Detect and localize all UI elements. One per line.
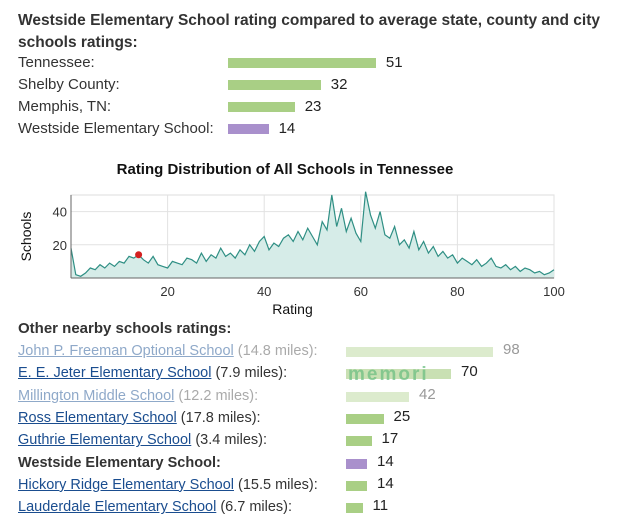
nearby-value: 98 — [503, 341, 520, 358]
nearby-row: Westside Elementary School: — [18, 452, 221, 474]
comparison-bar — [228, 80, 321, 90]
chart-title: Rating Distribution of All Schools in Te… — [116, 161, 454, 178]
nearby-bar — [346, 347, 493, 357]
nearby-distance: (6.7 miles): — [220, 499, 293, 516]
nearby-bar — [346, 369, 451, 380]
nearby-distance: (14.8 miles): — [237, 343, 318, 359]
highlight-point — [135, 251, 143, 259]
nearby-value: 42 — [419, 385, 436, 403]
current-school-label: Westside Elementary School: — [18, 454, 221, 471]
y-tick-label: 40 — [53, 205, 67, 220]
nearby-school-link[interactable]: Millington Middle School — [18, 387, 175, 404]
nearby-title: Other nearby schools ratings: — [18, 320, 232, 337]
x-tick-label: 20 — [160, 284, 174, 299]
nearby-row: Ross Elementary School (17.8 miles): — [18, 407, 261, 429]
comparison-row: Westside Elementary School: 14 — [18, 118, 618, 140]
nearby-bar — [346, 503, 363, 514]
nearby-distance: (7.9 miles): — [215, 365, 288, 382]
x-axis-label: Rating — [272, 301, 312, 317]
comparison-label: Shelby County: — [18, 76, 120, 93]
comparison-label: Tennessee: — [18, 54, 95, 71]
nearby-bar — [346, 413, 384, 424]
x-tick-label: 80 — [450, 284, 464, 299]
area-line — [70, 191, 555, 277]
watermark: memori — [348, 364, 429, 385]
comparison-value: 51 — [385, 54, 403, 71]
nearby-distance: (12.2 miles): — [178, 387, 259, 404]
nearby-bar — [346, 480, 367, 491]
y-axis-label: Schools — [18, 212, 34, 262]
comparison-label: Westside Elementary School: — [18, 120, 214, 137]
comparison-label: Memphis, TN: — [18, 98, 112, 115]
comparison-title: Westside Elementary School rating compar… — [18, 12, 600, 51]
nearby-distance: (3.4 miles): — [195, 432, 268, 449]
nearby-bar — [346, 436, 372, 447]
nearby-value: 14 — [377, 474, 394, 492]
nearby-distance: (17.8 miles): — [180, 409, 261, 426]
x-tick-label: 60 — [354, 284, 368, 299]
nearby-row: Guthrie Elementary School (3.4 miles): — [18, 429, 267, 451]
nearby-school-link[interactable]: John P. Freeman Optional School — [18, 343, 234, 359]
comparison-row: Memphis, TN: 23 — [18, 96, 618, 118]
nearby-school-link[interactable]: Lauderdale Elementary School — [18, 499, 217, 516]
comparison-value: 23 — [304, 98, 322, 115]
nearby-bar — [346, 458, 367, 469]
comparison-value: 32 — [330, 76, 348, 93]
comparison-bar — [228, 124, 269, 134]
nearby-school-link[interactable]: E. E. Jeter Elementary School — [18, 365, 212, 382]
comparison-row: Shelby County: 32 — [18, 74, 618, 96]
nearby-school-link[interactable]: Hickory Ridge Elementary School — [18, 476, 234, 493]
area-fill — [71, 191, 554, 278]
comparison-bar — [228, 102, 295, 112]
chart-area-series — [70, 191, 555, 278]
nearby-value: 17 — [381, 430, 399, 448]
comparison-value: 14 — [278, 120, 296, 137]
nearby-distance: (15.5 miles): — [238, 476, 318, 493]
nearby-row: Millington Middle School (12.2 miles): — [18, 385, 258, 407]
nearby-value: 11 — [372, 497, 389, 515]
nearby-school-link[interactable]: Guthrie Elementary School — [18, 432, 192, 449]
nearby-row: Hickory Ridge Elementary School (15.5 mi… — [18, 474, 318, 496]
comparison-bar — [228, 58, 376, 68]
comparison-row: Tennessee: 51 — [18, 52, 618, 74]
nearby-school-link[interactable]: Ross Elementary School — [18, 409, 177, 426]
nearby-row: E. E. Jeter Elementary School (7.9 miles… — [18, 362, 287, 384]
y-tick-label: 20 — [53, 238, 67, 253]
nearby-value: 14 — [377, 452, 394, 470]
x-tick-label: 40 — [257, 284, 271, 299]
nearby-value: 25 — [393, 407, 411, 425]
nearby-bar — [346, 391, 409, 402]
x-tick-label: 100 — [543, 284, 565, 299]
nearby-value: 70 — [461, 363, 478, 381]
nearby-row: John P. Freeman Optional School (14.8 mi… — [18, 340, 318, 362]
nearby-row: Lauderdale Elementary School (6.7 miles)… — [18, 496, 292, 518]
